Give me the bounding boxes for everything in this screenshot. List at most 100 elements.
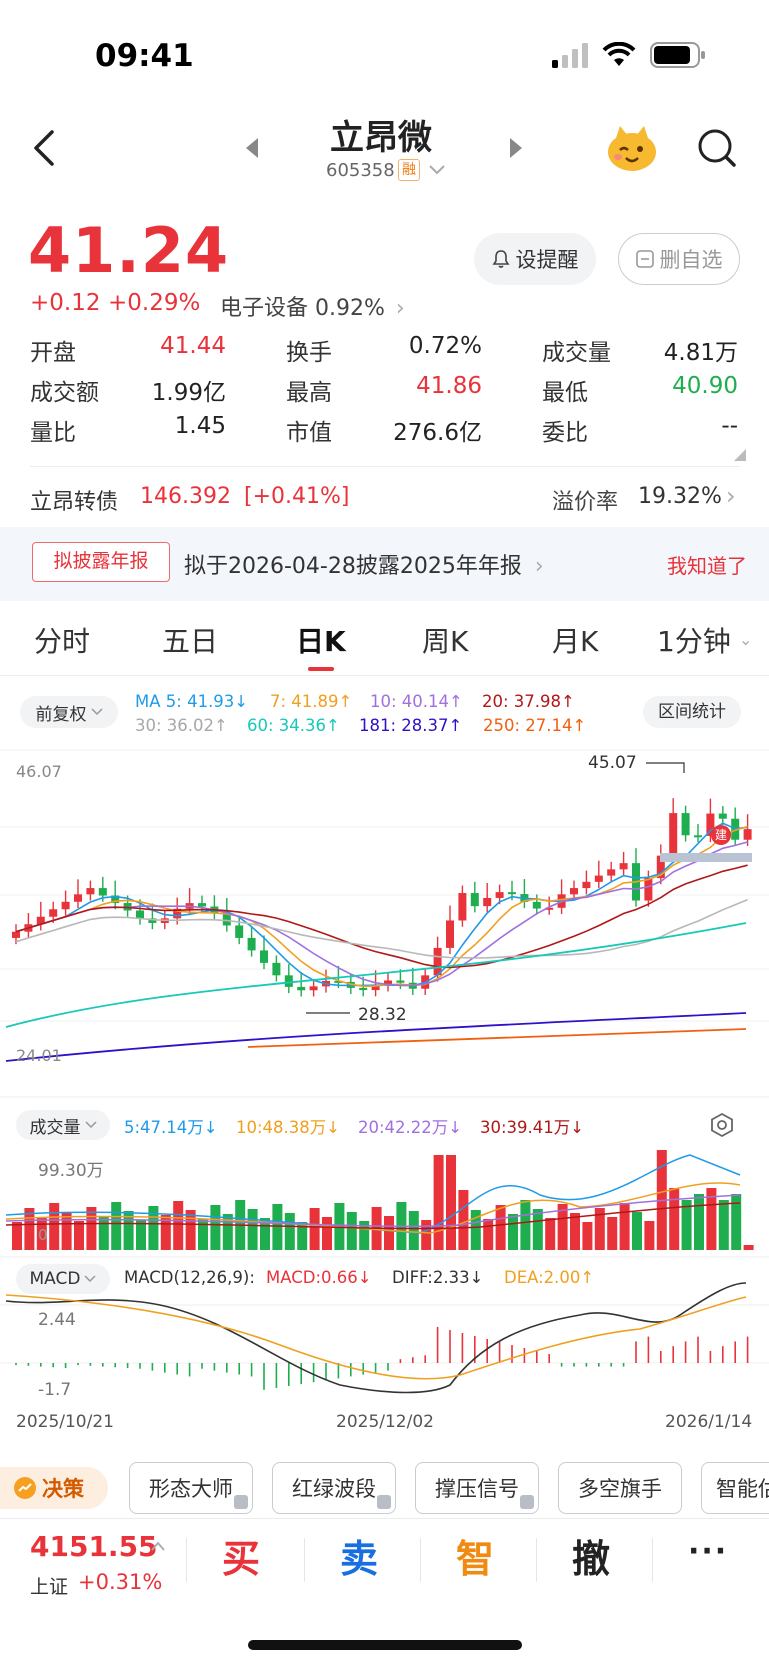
sell-button[interactable]: 卖 — [340, 1537, 379, 1581]
tab-0[interactable]: 分时 — [34, 625, 91, 658]
sector-link[interactable]: 电子设备 0.92% › — [220, 290, 405, 322]
tab-5[interactable]: 1分钟 — [657, 625, 731, 658]
date-mid: 2025/12/02 — [336, 1412, 434, 1432]
smart-button[interactable]: 智 — [456, 1537, 495, 1581]
current-price: 41.24 — [28, 214, 230, 287]
buy-button[interactable]: 买 — [222, 1537, 261, 1581]
divider — [304, 1538, 305, 1582]
tab-4[interactable]: 月K — [552, 625, 599, 658]
chip-support-resistance[interactable]: 撑压信号 — [415, 1462, 539, 1514]
volume-bar — [123, 1211, 134, 1250]
chevron-down-icon — [90, 708, 103, 716]
chip-red-green-wave[interactable]: 红绿波段 — [272, 1462, 396, 1514]
premium-label: 溢价率 — [552, 490, 619, 515]
candle-body — [706, 813, 715, 836]
wifi-icon — [601, 41, 637, 72]
stat-label: 量比 — [30, 420, 76, 446]
volume-bar — [520, 1200, 531, 1250]
candle-body — [235, 925, 244, 938]
volume-bar — [718, 1200, 729, 1250]
dea-line — [5, 1294, 747, 1380]
chip-label: 形态大师 — [149, 1477, 233, 1501]
divider — [652, 1538, 653, 1582]
status-time: 09:41 — [95, 38, 194, 74]
volume-bar — [74, 1221, 84, 1250]
candle-body — [198, 903, 206, 907]
volume-bar — [433, 1155, 444, 1250]
vol-ma30-line — [5, 1202, 741, 1230]
stat-value: 0.72% — [408, 333, 482, 359]
stat-value: 40.90 — [672, 373, 738, 399]
bond-name: 立昂转债 — [30, 490, 119, 515]
legend-item: 10: 40.14↑ — [370, 692, 463, 711]
bond-change: [+0.41%] — [244, 484, 350, 509]
remove-watchlist-button[interactable]: 删自选 — [618, 233, 740, 285]
chip-label: 撑压信号 — [435, 1477, 519, 1501]
candle-body — [545, 907, 554, 910]
notice-dismiss-button[interactable]: 我知道了 — [667, 554, 747, 578]
convertible-bond-row[interactable]: 立昂转债 146.392 [+0.41%] 溢价率 19.32% › — [30, 482, 742, 516]
candle-body — [607, 869, 616, 876]
cancel-order-button[interactable]: 撤 — [572, 1537, 611, 1581]
candle-body — [61, 901, 70, 910]
volume-select[interactable]: 成交量 — [16, 1110, 110, 1140]
candle-body — [470, 893, 479, 907]
interval-stats-button[interactable]: 区间统计 — [643, 696, 741, 728]
tab-3[interactable]: 周K — [422, 625, 469, 658]
candle-body — [284, 975, 293, 987]
candle-body — [272, 962, 281, 976]
candle-body — [718, 813, 727, 819]
macd-select[interactable]: MACD — [16, 1264, 110, 1294]
candle-body — [371, 985, 380, 991]
ma10-line — [15, 841, 748, 987]
bell-icon — [492, 250, 509, 268]
candle-body — [173, 908, 182, 919]
stat-value: 1.45 — [174, 413, 226, 439]
chip-pattern-master[interactable]: 形态大师 — [129, 1462, 253, 1514]
legend-item: 7: 41.89↑ — [270, 692, 353, 711]
decision-button[interactable]: 决策 — [0, 1467, 108, 1509]
next-stock-icon[interactable] — [508, 136, 524, 164]
ma30-line — [15, 898, 748, 959]
legend-item: MA 5: 41.93↓ — [135, 692, 249, 711]
low-price-label: 28.32 — [358, 1005, 407, 1025]
legend-item: 10:48.38万↓ — [236, 1118, 341, 1137]
volume-bar — [669, 1188, 680, 1250]
tab-2[interactable]: 日K — [296, 625, 346, 658]
tab-1[interactable]: 五日 — [162, 625, 219, 658]
chip-smart-valuation[interactable]: 智能估 — [701, 1462, 769, 1514]
settings-hex-icon[interactable] — [709, 1112, 735, 1142]
expand-corner-icon[interactable] — [734, 446, 746, 465]
volume-bar — [694, 1194, 704, 1250]
volume-bar — [322, 1217, 332, 1250]
volume-bar — [632, 1212, 642, 1250]
kline-chart-area[interactable] — [0, 745, 769, 1425]
high-price-label: 45.07 — [588, 753, 637, 773]
chevron-down-icon[interactable] — [428, 162, 446, 181]
chevron-down-icon — [84, 1121, 97, 1129]
position-badge: 建 — [711, 825, 731, 845]
volume-bar — [185, 1210, 196, 1250]
more-button[interactable]: ··· — [688, 1534, 729, 1569]
volume-bar — [61, 1212, 72, 1250]
candle-body — [86, 888, 95, 895]
kline-y-bottom: 24.01 — [16, 1046, 62, 1065]
candle-body — [669, 813, 678, 856]
adjust-select[interactable]: 前复权 — [20, 696, 118, 728]
mascot-icon[interactable] — [606, 124, 658, 176]
volume-bar — [532, 1209, 543, 1250]
prev-stock-icon[interactable] — [244, 136, 260, 164]
notice-text[interactable]: 拟于2026-04-28披露2025年年报 › — [184, 548, 544, 580]
ma250-line — [247, 1028, 747, 1048]
index-ticker[interactable]: 4151.55 上证 +0.31% — [0, 1520, 180, 1600]
chip-bull-bear-flag[interactable]: 多空旗手 — [558, 1462, 682, 1514]
set-alert-button[interactable]: 设提醒 — [474, 233, 596, 285]
candle-body — [433, 947, 442, 976]
volume-bar — [470, 1210, 481, 1250]
candle-body — [222, 912, 231, 926]
back-icon[interactable] — [28, 128, 58, 172]
volume-bar — [421, 1220, 432, 1250]
chip-label: 智能估 — [716, 1477, 769, 1501]
stat-value: 4.81万 — [663, 340, 738, 366]
search-icon[interactable] — [697, 128, 737, 172]
